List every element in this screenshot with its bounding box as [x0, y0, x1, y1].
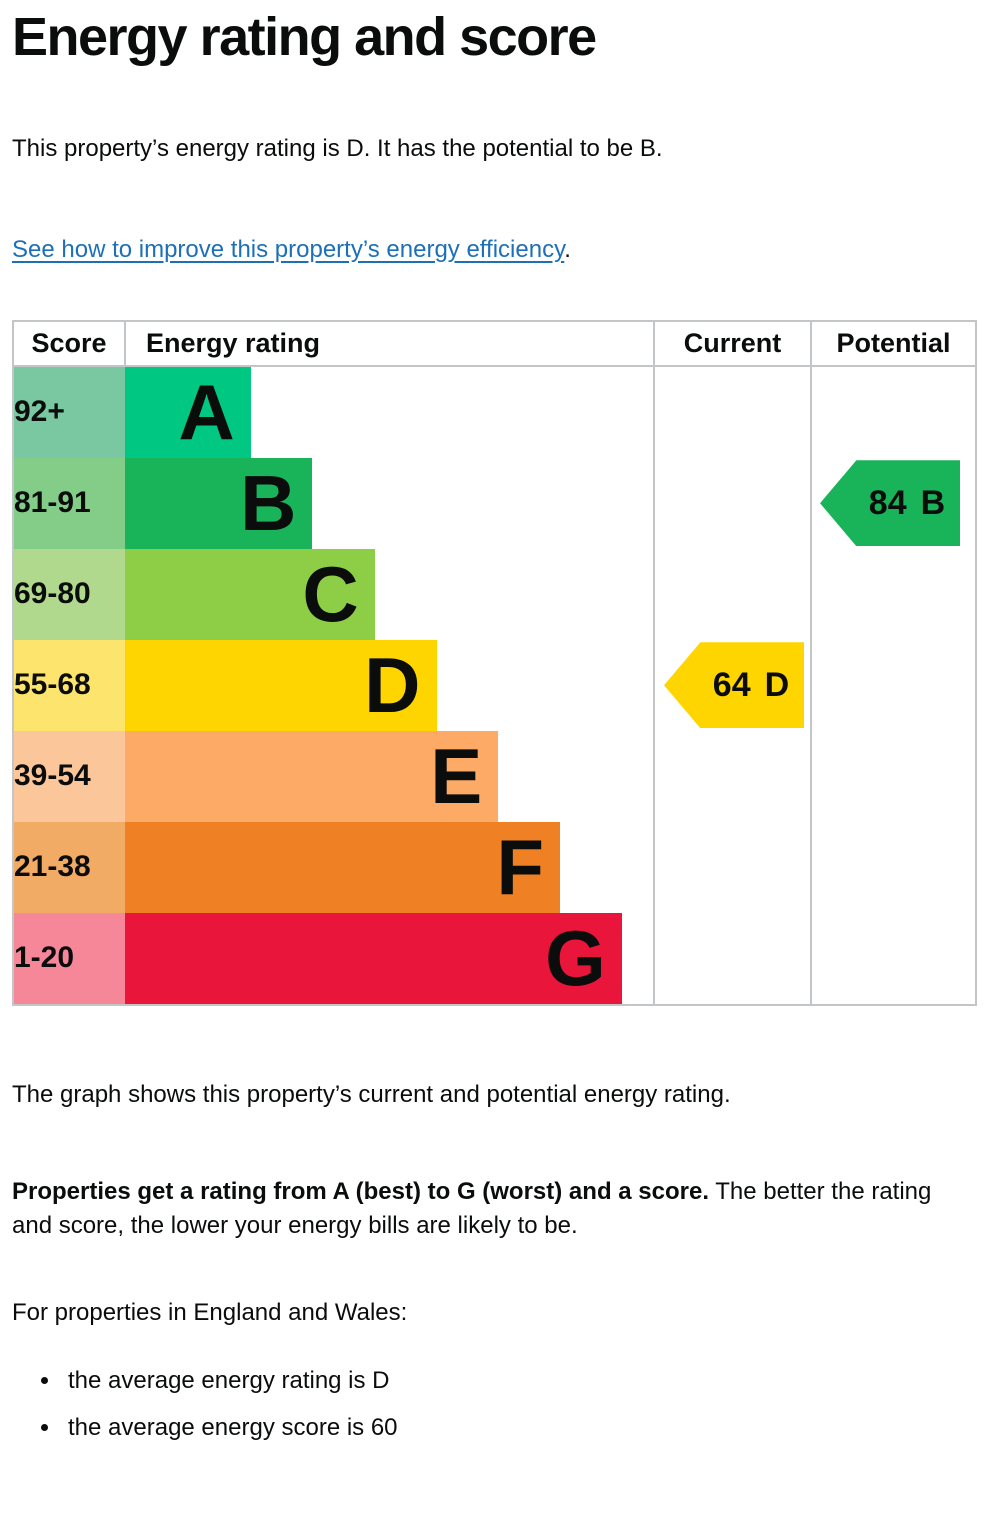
graph-caption: The graph shows this property’s current …	[12, 1080, 731, 1108]
band-bar-c: C	[125, 548, 375, 640]
link-suffix: .	[564, 235, 571, 263]
rating-cell-g: G	[125, 912, 654, 1005]
band-bar-e: E	[125, 730, 499, 822]
current-cell-a	[653, 365, 811, 458]
band-bar-d: D	[125, 639, 437, 731]
band-letter-g: G	[545, 914, 606, 1003]
current-cell-c	[653, 548, 811, 640]
score-range-f: 21-38	[13, 821, 125, 913]
averages-list: the average energy rating is D the avera…	[12, 1364, 988, 1444]
score-range-b: 81-91	[13, 457, 125, 549]
potential-column-header: Potential	[811, 320, 976, 367]
potential-cell-d	[810, 639, 976, 731]
rating-explanation-rest: The better the rating and score, the low…	[12, 1178, 932, 1239]
rating-cell-f: F	[125, 821, 654, 913]
potential-letter: B	[920, 483, 946, 522]
potential-cell-a	[810, 365, 976, 458]
potential-score: 84	[868, 483, 907, 522]
score-column-header: Score	[13, 320, 126, 367]
band-row-e: 39-54 E	[13, 730, 976, 822]
current-cell-b	[653, 457, 811, 549]
rating-cell-d: D	[125, 639, 654, 731]
band-bar-b: B	[125, 457, 313, 549]
current-cell-g	[653, 912, 811, 1005]
current-column-header: Current	[654, 320, 812, 367]
score-range-c: 69-80	[13, 548, 125, 640]
average-rating-item: the average energy rating is D	[62, 1364, 988, 1398]
band-letter-e: E	[430, 732, 483, 821]
rating-explanation: Properties get a rating from A (best) to…	[12, 1175, 977, 1242]
score-range-g: 1-20	[13, 912, 125, 1005]
current-rating-arrow: 64 D	[664, 642, 804, 729]
potential-rating-arrow: 84 B	[820, 460, 960, 547]
band-bar-f: F	[125, 821, 561, 913]
score-range-d: 55-68	[13, 639, 125, 731]
band-row-b: 81-91 B 84 B	[13, 457, 976, 549]
current-score: 64	[712, 665, 751, 704]
energy-rating-table: Score Energy rating Current Potential 92…	[12, 319, 977, 1006]
potential-cell-c	[810, 548, 976, 640]
band-letter-a: A	[178, 368, 235, 457]
region-heading: For properties in England and Wales:	[12, 1299, 408, 1327]
band-row-d: 55-68 D 64 D	[13, 639, 976, 731]
page-title: Energy rating and score	[12, 7, 597, 67]
potential-cell-e	[810, 730, 976, 822]
band-letter-d: D	[364, 641, 421, 730]
potential-cell-g	[810, 912, 976, 1005]
score-range-a: 92+	[13, 365, 125, 458]
current-cell-e	[653, 730, 811, 822]
table-header-row: Score Energy rating Current Potential	[13, 320, 976, 367]
band-row-c: 69-80 C	[13, 548, 976, 640]
band-bar-a: A	[125, 366, 251, 458]
energy-rating-column-header: Energy rating	[125, 320, 655, 367]
band-letter-b: B	[240, 459, 297, 548]
potential-cell-b: 84 B	[810, 457, 976, 549]
rating-explanation-bold: Properties get a rating from A (best) to…	[12, 1178, 709, 1206]
rating-cell-e: E	[125, 730, 654, 822]
band-letter-c: C	[302, 550, 359, 639]
band-bar-g: G	[125, 912, 622, 1004]
improve-link-line: See how to improve this property’s energ…	[12, 236, 988, 264]
current-cell-d: 64 D	[653, 639, 811, 731]
current-cell-f	[653, 821, 811, 913]
potential-cell-f	[810, 821, 976, 913]
band-row-a: 92+ A	[13, 365, 976, 458]
band-row-g: 1-20 G	[13, 912, 976, 1005]
rating-cell-c: C	[125, 548, 654, 640]
improve-efficiency-link[interactable]: See how to improve this property’s energ…	[12, 235, 565, 263]
score-range-e: 39-54	[13, 730, 125, 822]
band-row-f: 21-38 F	[13, 821, 976, 913]
current-letter: D	[764, 665, 790, 704]
rating-cell-a: A	[125, 366, 654, 458]
band-letter-f: F	[496, 823, 545, 912]
rating-cell-b: B	[125, 457, 654, 549]
intro-text: This property’s energy rating is D. It h…	[12, 135, 663, 163]
average-score-item: the average energy score is 60	[62, 1411, 988, 1445]
